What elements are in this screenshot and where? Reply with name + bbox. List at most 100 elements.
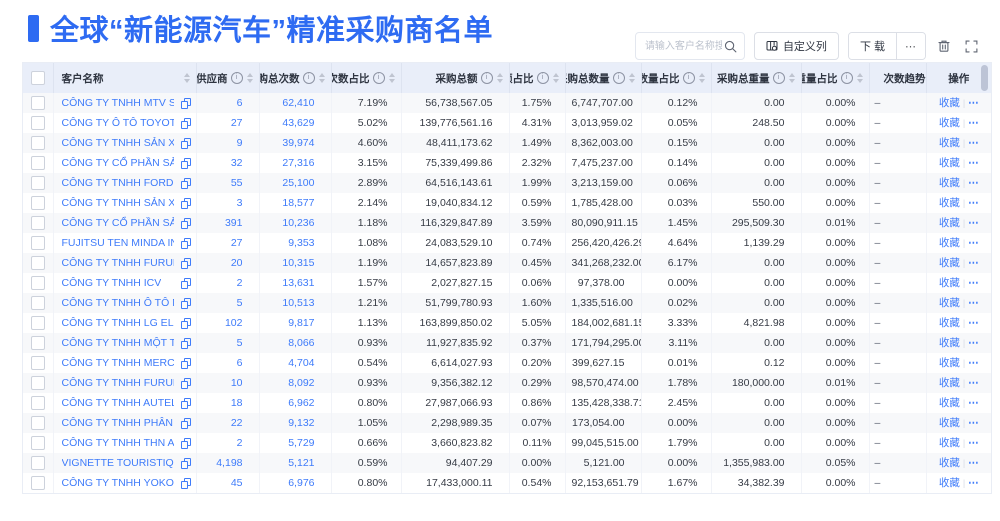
copy-icon[interactable]: [180, 238, 191, 249]
copy-icon[interactable]: [180, 378, 191, 389]
sort-icon[interactable]: [628, 73, 635, 83]
favorite-link[interactable]: 收藏: [938, 317, 960, 329]
cell-supplier[interactable]: 22: [196, 413, 260, 433]
row-more-button[interactable]: ⋯: [968, 457, 979, 469]
company-name-link[interactable]: CÔNG TY TNHH MERCEDES-B...: [61, 357, 174, 369]
cell-count[interactable]: 13,631: [259, 273, 332, 293]
row-checkbox[interactable]: [30, 336, 45, 351]
info-icon[interactable]: [682, 72, 695, 84]
favorite-link[interactable]: 收藏: [938, 297, 960, 309]
sort-icon[interactable]: [552, 73, 559, 83]
favorite-link[interactable]: 收藏: [938, 417, 960, 429]
cell-count[interactable]: 10,315: [259, 253, 332, 273]
copy-icon[interactable]: [180, 478, 191, 489]
cell-supplier[interactable]: 9: [196, 133, 260, 153]
company-name-link[interactable]: CÔNG TY TNHH FORD VIỆT NAM: [61, 177, 174, 189]
cell-supplier[interactable]: 27: [196, 113, 260, 133]
vertical-scrollbar-thumb[interactable]: [981, 65, 988, 91]
row-more-button[interactable]: ⋯: [968, 357, 979, 369]
sort-icon[interactable]: [788, 73, 795, 83]
info-icon[interactable]: [612, 72, 625, 84]
cell-supplier[interactable]: 6: [196, 353, 260, 373]
favorite-link[interactable]: 收藏: [938, 277, 960, 289]
sort-icon[interactable]: [856, 73, 863, 83]
copy-icon[interactable]: [180, 218, 191, 229]
row-more-button[interactable]: ⋯: [968, 197, 979, 209]
info-icon[interactable]: [302, 72, 315, 84]
company-name-link[interactable]: CÔNG TY CỔ PHẦN SẢN XUẤT...: [61, 217, 174, 229]
row-checkbox[interactable]: [30, 316, 45, 331]
cell-count[interactable]: 62,410: [259, 93, 332, 113]
company-name-link[interactable]: CÔNG TY TNHH AUTEL VIỆT N...: [61, 397, 174, 409]
copy-icon[interactable]: [180, 298, 191, 309]
copy-icon[interactable]: [180, 358, 191, 369]
row-more-button[interactable]: ⋯: [968, 437, 979, 449]
favorite-link[interactable]: 收藏: [938, 237, 960, 249]
cell-count[interactable]: 5,121: [259, 453, 332, 473]
row-more-button[interactable]: ⋯: [968, 297, 979, 309]
cell-supplier[interactable]: 20: [196, 253, 260, 273]
row-more-button[interactable]: ⋯: [968, 417, 979, 429]
row-checkbox[interactable]: [30, 356, 45, 371]
row-more-button[interactable]: ⋯: [968, 237, 979, 249]
cell-supplier[interactable]: 45: [196, 473, 260, 493]
cell-supplier[interactable]: 5: [196, 333, 260, 353]
cell-count[interactable]: 27,316: [259, 153, 332, 173]
cell-count[interactable]: 10,236: [259, 213, 332, 233]
row-checkbox[interactable]: [30, 436, 45, 451]
cell-supplier[interactable]: 27: [196, 233, 260, 253]
copy-icon[interactable]: [180, 198, 191, 209]
row-checkbox[interactable]: [30, 216, 45, 231]
company-name-link[interactable]: CÔNG TY CỔ PHẦN SẢN XUẤT...: [61, 157, 174, 169]
favorite-link[interactable]: 收藏: [938, 397, 960, 409]
cell-count[interactable]: 8,066: [259, 333, 332, 353]
info-icon[interactable]: [772, 72, 785, 84]
row-more-button[interactable]: ⋯: [968, 317, 979, 329]
cell-count[interactable]: 6,976: [259, 473, 332, 493]
company-name-link[interactable]: VIGNETTE TOURISTIQUE G UNI...: [61, 457, 174, 469]
cell-supplier[interactable]: 391: [196, 213, 260, 233]
cell-supplier[interactable]: 2: [196, 433, 260, 453]
row-checkbox[interactable]: [30, 136, 45, 151]
cell-supplier[interactable]: 6: [196, 93, 260, 113]
row-more-button[interactable]: ⋯: [968, 277, 979, 289]
delete-icon[interactable]: [935, 37, 953, 55]
row-checkbox[interactable]: [30, 196, 45, 211]
row-more-button[interactable]: ⋯: [968, 477, 979, 489]
copy-icon[interactable]: [180, 118, 191, 129]
cell-supplier[interactable]: 4,198: [196, 453, 260, 473]
copy-icon[interactable]: [180, 158, 191, 169]
info-icon[interactable]: [230, 72, 243, 84]
info-icon[interactable]: [372, 72, 385, 84]
favorite-link[interactable]: 收藏: [938, 337, 960, 349]
favorite-link[interactable]: 收藏: [938, 357, 960, 369]
info-icon[interactable]: [840, 72, 853, 84]
cell-count[interactable]: 6,962: [259, 393, 332, 413]
copy-icon[interactable]: [180, 398, 191, 409]
row-more-button[interactable]: ⋯: [968, 157, 979, 169]
info-icon[interactable]: [536, 72, 549, 84]
row-more-button[interactable]: ⋯: [968, 217, 979, 229]
cell-count[interactable]: 39,974: [259, 133, 332, 153]
sort-icon[interactable]: [698, 73, 705, 83]
company-name-link[interactable]: CÔNG TY Ô TÔ TOYOTA VIỆT ...: [61, 117, 174, 129]
cell-supplier[interactable]: 18: [196, 393, 260, 413]
company-name-link[interactable]: CÔNG TY TNHH FURUKAWA A...: [61, 257, 174, 269]
company-name-link[interactable]: CÔNG TY TNHH MTV SẢN XUẤ...: [61, 97, 174, 109]
row-checkbox[interactable]: [30, 476, 45, 491]
favorite-link[interactable]: 收藏: [938, 437, 960, 449]
company-name-link[interactable]: FUJITSU TEN MINDA INDIA PVT...: [61, 237, 174, 249]
copy-icon[interactable]: [180, 178, 191, 189]
row-checkbox[interactable]: [30, 256, 45, 271]
company-name-link[interactable]: CÔNG TY TNHH Ô TÔ MITSUBI...: [61, 297, 174, 309]
row-more-button[interactable]: ⋯: [968, 377, 979, 389]
cell-supplier[interactable]: 102: [196, 313, 260, 333]
row-more-button[interactable]: ⋯: [968, 397, 979, 409]
cell-supplier[interactable]: 3: [196, 193, 260, 213]
favorite-link[interactable]: 收藏: [938, 157, 960, 169]
cell-count[interactable]: 9,817: [259, 313, 332, 333]
company-name-link[interactable]: CÔNG TY TNHH SẢN XUẤT VÀ ...: [61, 137, 174, 149]
download-button[interactable]: 下 载: [848, 33, 896, 59]
company-name-link[interactable]: CÔNG TY TNHH YOKOWO VIỆT...: [61, 477, 174, 489]
cell-count[interactable]: 5,729: [259, 433, 332, 453]
